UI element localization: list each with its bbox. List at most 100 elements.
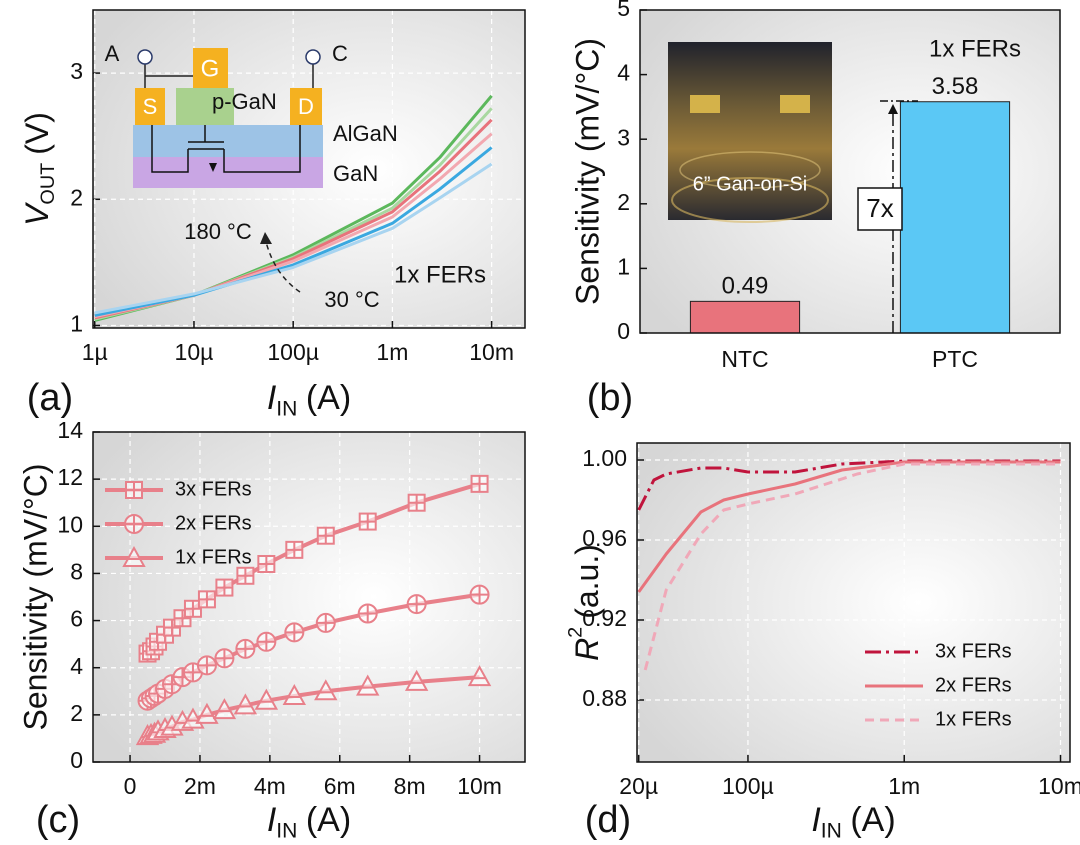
bar — [899, 101, 1011, 334]
ratio-box — [857, 187, 903, 231]
panel-label: (c) — [36, 799, 80, 841]
drain-pad — [290, 88, 322, 125]
marker — [467, 665, 492, 687]
marker — [406, 594, 427, 615]
marker-part — [212, 698, 237, 720]
photo-label: 6” Gan-on-Si — [693, 173, 808, 195]
marker — [254, 688, 279, 710]
pgan-layer — [176, 88, 234, 125]
marker — [316, 526, 335, 545]
marker-part — [195, 702, 219, 724]
axis-label-part: IN — [821, 819, 842, 842]
x-tick-label: 1µ — [82, 339, 108, 365]
marker — [257, 555, 276, 573]
inset-label: GaN — [333, 161, 378, 186]
axis-label-part: (A) — [306, 379, 351, 417]
y-tick-label: 5 — [617, 0, 630, 21]
axis-label: Sensitivity (mV/°C) — [17, 463, 53, 730]
terminal — [305, 49, 321, 65]
trend-arrow — [265, 241, 301, 293]
annotation: 1x FERs — [929, 35, 1021, 62]
photo-detail — [780, 95, 810, 113]
marker — [122, 545, 146, 567]
symbol-line — [223, 125, 301, 173]
plot-background — [637, 443, 1070, 762]
axis-label: IIN (A) — [811, 801, 895, 842]
series-line — [637, 459, 1061, 511]
marker — [315, 612, 336, 633]
marker-part — [122, 545, 146, 567]
x-tick-label: 1m — [888, 773, 920, 799]
x-tick-label: 10m — [457, 773, 502, 799]
y-tick-label: 4 — [70, 653, 83, 679]
marker — [195, 702, 219, 724]
inset-label: G — [201, 55, 220, 82]
y-tick-label: 0.88 — [582, 685, 627, 711]
symbol-line — [151, 125, 189, 173]
x-tick-label: 8m — [394, 773, 426, 799]
marker — [256, 631, 277, 652]
marker — [212, 698, 237, 720]
panel-label: (d) — [585, 799, 631, 841]
axis-label-part: I — [811, 801, 821, 839]
legend-label: 1x FERs — [175, 546, 252, 568]
marker — [124, 514, 144, 534]
legend-label: 2x FERs — [175, 512, 252, 534]
inset-label: S — [143, 94, 158, 119]
series-line — [94, 162, 493, 315]
axis-label-part: 2 — [565, 627, 587, 638]
annotation: 1x FERs — [394, 261, 486, 288]
x-tick-label: PTC — [932, 346, 978, 372]
axis-label: IIN (A) — [267, 379, 351, 420]
inset-label: A — [105, 41, 120, 66]
value-label: 0.49 — [722, 273, 769, 300]
photo-detail — [690, 95, 720, 113]
marker — [358, 512, 377, 531]
marker — [314, 679, 338, 701]
series-line — [643, 462, 1061, 671]
marker-part — [356, 674, 380, 696]
y-tick-label: 8 — [70, 559, 83, 585]
y-tick-label: 2 — [70, 700, 83, 726]
axis-label-part: (A) — [850, 801, 895, 839]
marker — [469, 584, 490, 605]
legend-label: 2x FERs — [935, 674, 1012, 696]
marker — [285, 540, 304, 559]
panel-label: (b) — [587, 377, 633, 419]
y-tick-label: 2 — [70, 184, 83, 210]
axis-label-part: (A) — [306, 801, 351, 839]
arrowhead — [209, 163, 217, 172]
x-tick-label: 4m — [254, 773, 286, 799]
arrowhead — [888, 104, 898, 114]
marker — [235, 638, 256, 659]
marker — [196, 655, 217, 676]
marker — [284, 622, 305, 643]
x-tick-label: 1m — [376, 339, 408, 365]
y-tick-label: 1 — [70, 311, 83, 337]
y-tick-label: 3 — [70, 58, 83, 84]
y-tick-label: 4 — [617, 60, 630, 86]
plot-frame — [636, 442, 1071, 763]
marker-part — [233, 693, 258, 715]
axis-label-part: I — [267, 379, 277, 417]
marker — [356, 674, 380, 696]
y-tick-label: 0.92 — [582, 605, 627, 631]
x-tick-label: 10m — [1038, 773, 1080, 799]
marker — [282, 683, 307, 705]
axis-label-part: (V) — [19, 112, 55, 155]
marker — [162, 618, 181, 637]
x-tick-label: 2m — [184, 773, 216, 799]
wafer-photo — [668, 42, 832, 220]
legend-label: 1x FERs — [935, 708, 1012, 730]
marker — [197, 590, 216, 609]
inset-label: D — [298, 94, 314, 119]
panel-label: (a) — [27, 377, 73, 419]
marker — [407, 493, 426, 512]
marker — [215, 578, 234, 597]
x-tick-label: 20µ — [619, 773, 658, 799]
marker — [404, 669, 429, 691]
axis-label-part: IN — [276, 397, 297, 420]
annotation: 30 °C — [324, 287, 379, 312]
value-label: 3.58 — [932, 73, 979, 100]
